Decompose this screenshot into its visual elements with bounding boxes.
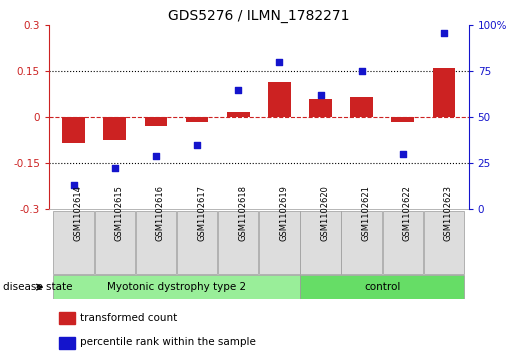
FancyBboxPatch shape [54,275,300,299]
Point [152,153,160,159]
FancyBboxPatch shape [300,211,341,274]
Text: transformed count: transformed count [80,313,178,323]
Point [111,166,119,171]
Text: GSM1102623: GSM1102623 [444,185,453,241]
Text: GSM1102622: GSM1102622 [403,185,412,241]
Text: disease state: disease state [3,282,72,292]
Point [316,92,324,98]
FancyBboxPatch shape [424,211,464,274]
Title: GDS5276 / ILMN_1782271: GDS5276 / ILMN_1782271 [168,9,350,23]
Point [275,59,283,65]
Text: Myotonic dystrophy type 2: Myotonic dystrophy type 2 [107,282,246,292]
Bar [350,97,373,117]
FancyBboxPatch shape [259,211,300,274]
Point [357,68,366,74]
Text: GSM1102618: GSM1102618 [238,185,247,241]
Bar [391,117,414,122]
Bar [104,117,126,140]
Text: GSM1102620: GSM1102620 [320,185,330,241]
Text: GSM1102619: GSM1102619 [279,185,288,241]
FancyBboxPatch shape [95,211,135,274]
Bar [309,99,332,117]
FancyBboxPatch shape [218,211,259,274]
FancyBboxPatch shape [177,211,217,274]
Text: control: control [364,282,401,292]
Bar [59,337,75,349]
Bar [227,111,250,117]
Bar [62,117,85,143]
Point [193,142,201,147]
FancyBboxPatch shape [341,211,382,274]
Text: GSM1102617: GSM1102617 [197,185,206,241]
Point [70,182,78,188]
Bar [145,117,167,126]
Text: percentile rank within the sample: percentile rank within the sample [80,338,256,347]
Bar [186,117,209,122]
FancyBboxPatch shape [136,211,176,274]
Point [234,87,243,93]
Text: GSM1102615: GSM1102615 [115,185,124,241]
Bar [59,312,75,325]
Bar [268,82,290,117]
Text: GSM1102616: GSM1102616 [156,185,165,241]
FancyBboxPatch shape [383,211,423,274]
Text: GSM1102614: GSM1102614 [74,185,82,241]
Bar [433,68,455,117]
FancyBboxPatch shape [54,211,94,274]
Point [399,151,407,157]
FancyBboxPatch shape [300,275,464,299]
Point [440,30,448,36]
Text: GSM1102621: GSM1102621 [362,185,371,241]
